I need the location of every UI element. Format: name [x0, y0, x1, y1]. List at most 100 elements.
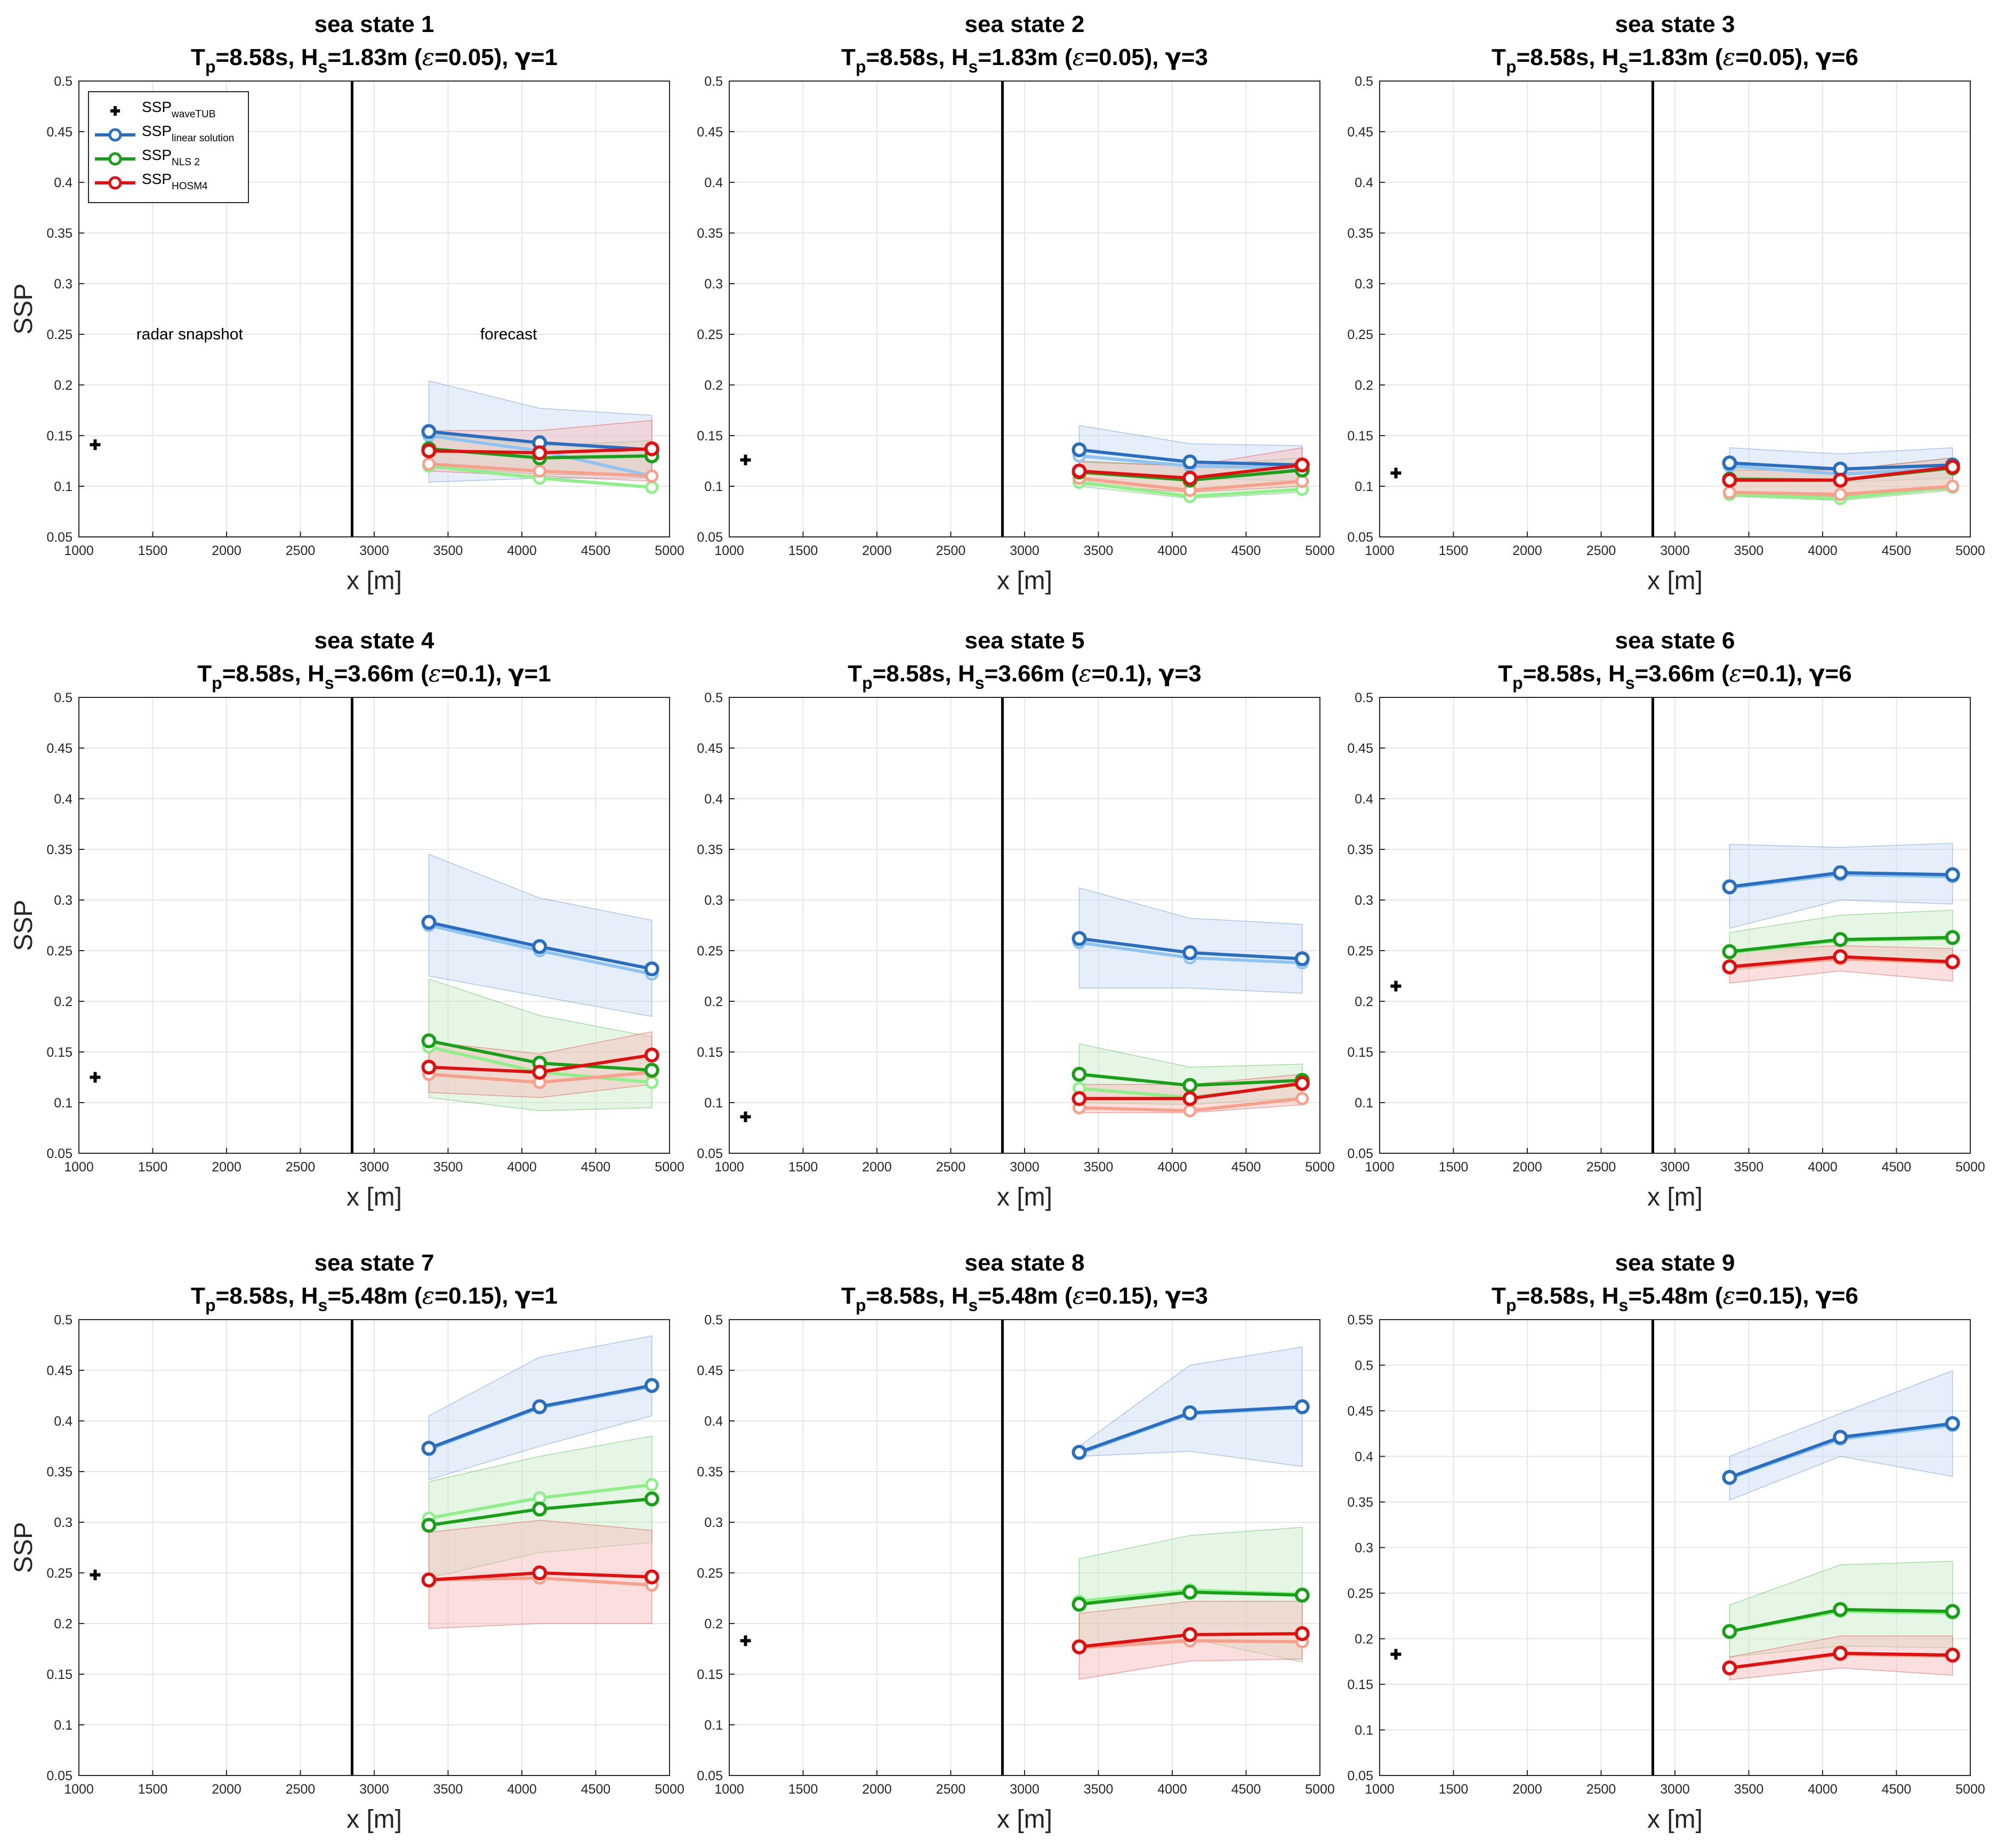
- x-tick-label: 5000: [1305, 1782, 1335, 1797]
- x-tick-label: 3000: [1010, 543, 1040, 558]
- data-point-light: [1833, 487, 1847, 501]
- subtitle-text: =: [1181, 44, 1195, 70]
- data-point: [1945, 1648, 1960, 1663]
- y-tick-label: 0.5: [1355, 74, 1373, 89]
- data-point: [1722, 879, 1737, 895]
- y-tick-label: 0.05: [697, 1146, 723, 1161]
- subtitle-text: =: [531, 44, 545, 70]
- y-tick-label: 0.15: [1347, 1677, 1373, 1692]
- x-tick-label: 3000: [1660, 1782, 1690, 1797]
- data-point: [1833, 865, 1848, 880]
- x-axis-label: x [m]: [997, 1805, 1052, 1834]
- x-axis-label: x [m]: [1647, 1805, 1703, 1834]
- y-tick-label: 0.45: [697, 125, 723, 140]
- subtitle-text: , H: [1589, 1283, 1618, 1309]
- data-point: [1182, 470, 1198, 486]
- x-tick-label: 4000: [507, 1160, 537, 1175]
- data-point: [1071, 1091, 1087, 1106]
- x-tick-label: 4500: [581, 543, 611, 558]
- y-tick-label: 0.15: [1347, 429, 1373, 444]
- x-tick-label: 4500: [1231, 1160, 1261, 1175]
- legend-subscript: linear solution: [172, 133, 234, 144]
- x-tick-label: 3000: [1660, 543, 1690, 558]
- y-tick-label: 0.5: [704, 74, 723, 89]
- legend-subscript: HOSM4: [172, 181, 208, 192]
- gamma-symbol: γ: [1809, 660, 1825, 687]
- data-point: [1182, 454, 1198, 470]
- subtitle-subscript: s: [318, 57, 328, 76]
- y-tick-label: 0.25: [46, 944, 72, 959]
- y-tick-label: 0.5: [704, 1313, 723, 1328]
- y-tick-label: 0.25: [697, 327, 723, 342]
- y-axis-label: SSP: [10, 899, 38, 951]
- y-tick-label: 0.2: [54, 378, 72, 393]
- x-tick-label: 2500: [936, 1782, 966, 1797]
- x-tick-label: 3000: [1660, 1160, 1690, 1175]
- epsilon-symbol: ε: [1723, 1282, 1736, 1309]
- data-point: [421, 1441, 437, 1456]
- x-tick-label: 2500: [286, 1160, 316, 1175]
- x-tick-label: 4500: [1882, 543, 1912, 558]
- chart-1: sea state 1 Tp=8.58s, Hs=1.83m (ε=0.05), …: [10, 11, 684, 595]
- legend-base-text: SSP: [142, 123, 172, 139]
- x-tick-label: 4000: [1157, 543, 1187, 558]
- y-tick-label: 0.15: [697, 1667, 723, 1682]
- chart-title: sea state 4: [314, 628, 434, 654]
- legend-base-text: SSP: [142, 99, 172, 115]
- subtitle-gamma-value: 1: [538, 661, 551, 687]
- chart-4: sea state 4Tp=8.58s, Hs=3.66m (ε=0.1), γ…: [10, 628, 684, 1211]
- subtitle-text: T: [841, 1283, 856, 1309]
- y-tick-label: 0.1: [704, 1096, 723, 1111]
- legend-item: SSPlinear solution: [95, 123, 234, 144]
- x-tick-label: 2500: [286, 543, 316, 558]
- subtitle-text: ),: [1138, 661, 1158, 687]
- chart-8: sea state 8 Tp=8.58s, Hs=5.48m (ε=0.15), …: [697, 1250, 1334, 1834]
- legend-label: SSPHOSM4: [142, 171, 208, 192]
- y-tick-label: 0.4: [704, 175, 723, 190]
- subtitle-subscript: p: [1506, 1296, 1517, 1315]
- subtitle-text: ),: [494, 44, 515, 70]
- x-tick-label: 2000: [1512, 1160, 1542, 1175]
- y-tick-label: 0.1: [704, 479, 723, 494]
- y-tick-label: 0.45: [46, 1363, 72, 1378]
- data-point: [532, 445, 547, 461]
- x-tick-label: 3500: [1084, 543, 1114, 558]
- y-tick-label: 0.3: [704, 893, 723, 908]
- x-tick-label: 1500: [1439, 543, 1469, 558]
- x-tick-label: 1000: [714, 543, 744, 558]
- data-point: [1722, 455, 1737, 471]
- subtitle-tp-value: 8.58s: [229, 44, 288, 70]
- subtitle-eps-value: 0.05: [1099, 44, 1145, 70]
- x-tick-label: 5000: [1305, 1160, 1335, 1175]
- subtitle-text: =: [434, 44, 448, 70]
- chart-title: sea state 8: [964, 1250, 1084, 1276]
- x-tick-label: 4500: [1231, 543, 1261, 558]
- data-point: [1722, 944, 1737, 959]
- subtitle-subscript: s: [1619, 57, 1629, 76]
- y-tick-label: 0.45: [46, 741, 72, 756]
- subtitle-tp-value: 8.58s: [229, 1283, 288, 1309]
- x-tick-label: 4000: [1808, 1160, 1838, 1175]
- subtitle-subscript: p: [1512, 673, 1523, 693]
- x-axis-label: x [m]: [1647, 1183, 1703, 1211]
- x-tick-label: 2000: [212, 1160, 241, 1175]
- data-point: [1182, 1627, 1198, 1642]
- legend-base-text: SSP: [142, 171, 172, 187]
- y-tick-label: 0.15: [1347, 1045, 1373, 1060]
- y-tick-label: 0.1: [54, 1096, 72, 1111]
- y-tick-label: 0.05: [46, 530, 72, 545]
- subtitle-text: =: [1742, 661, 1756, 687]
- data-point: [1833, 1645, 1848, 1661]
- subtitle-text: =: [978, 1283, 992, 1309]
- x-tick-label: 4500: [581, 1160, 611, 1175]
- wavetub-marker: [90, 439, 101, 451]
- subtitle-hs-value: 5.48m: [1642, 1283, 1709, 1309]
- data-point: [532, 1399, 547, 1415]
- subtitle-text: =: [327, 44, 341, 70]
- chart-title: sea state 5: [964, 628, 1084, 654]
- x-tick-label: 1500: [138, 1160, 168, 1175]
- x-tick-label: 4000: [507, 1782, 537, 1797]
- gamma-symbol: γ: [1816, 44, 1832, 71]
- subtitle-text: T: [841, 44, 856, 70]
